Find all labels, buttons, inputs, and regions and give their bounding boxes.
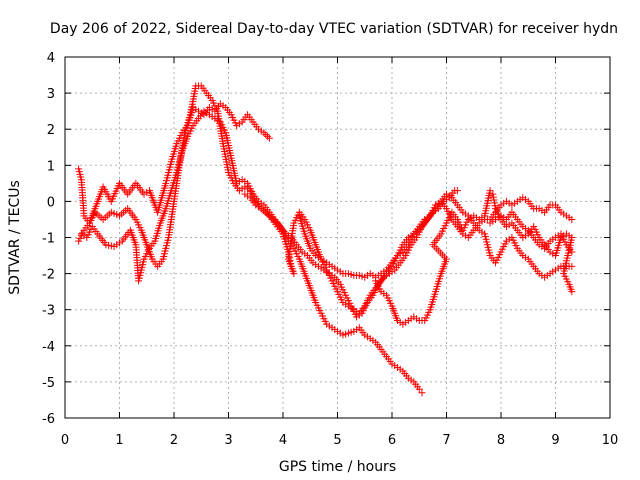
x-axis-label: GPS time / hours bbox=[279, 459, 396, 475]
x-tick-label: 0 bbox=[61, 433, 69, 448]
y-tick-label: 1 bbox=[47, 159, 55, 174]
x-tick-label: 8 bbox=[497, 433, 505, 448]
data-point-marker bbox=[418, 389, 426, 397]
data-point-marker bbox=[490, 199, 498, 207]
data-point-marker bbox=[568, 215, 576, 223]
data-point-marker bbox=[489, 193, 497, 201]
data-point-marker bbox=[489, 190, 497, 198]
axis-ticks: 0 1 2 3 4 5 6 7 8 9 10 -6 -5 -4 -3 -2 -1 0 1 2 3 4 bbox=[42, 51, 618, 448]
x-tick-label: 4 bbox=[279, 433, 287, 448]
x-tick-label: 9 bbox=[551, 433, 559, 448]
data-point-marker bbox=[264, 132, 272, 140]
series-track-6 bbox=[372, 187, 576, 328]
y-tick-label: 2 bbox=[47, 123, 55, 138]
y-tick-label: -3 bbox=[42, 304, 55, 319]
data-point-marker bbox=[262, 131, 270, 139]
y-tick-label: 4 bbox=[47, 51, 55, 66]
y-tick-label: -5 bbox=[42, 376, 55, 391]
data-point-marker bbox=[260, 129, 268, 137]
x-tick-label: 10 bbox=[602, 433, 619, 448]
y-tick-label: 0 bbox=[47, 195, 55, 210]
data-point-marker bbox=[453, 187, 461, 195]
data-point-marker bbox=[568, 262, 576, 270]
y-tick-label: -4 bbox=[42, 340, 55, 355]
data-point-marker bbox=[568, 288, 576, 296]
data-point-marker bbox=[265, 134, 273, 142]
data-point-marker bbox=[415, 385, 423, 393]
y-tick-label: -6 bbox=[42, 412, 55, 427]
series-track-4 bbox=[241, 190, 576, 317]
x-tick-label: 5 bbox=[333, 433, 341, 448]
y-tick-label: 3 bbox=[47, 87, 55, 102]
grid-lines bbox=[65, 57, 610, 418]
y-axis-label: SDTVAR / TECUs bbox=[7, 180, 23, 295]
data-series bbox=[75, 82, 576, 397]
chart-title: Day 206 of 2022, Sidereal Day-to-day VTE… bbox=[50, 21, 618, 37]
data-point-marker bbox=[490, 196, 498, 204]
x-tick-label: 2 bbox=[170, 433, 178, 448]
plot-frame bbox=[64, 56, 611, 419]
x-tick-label: 1 bbox=[115, 433, 123, 448]
series-track-7 bbox=[486, 208, 576, 256]
x-tick-label: 6 bbox=[388, 433, 396, 448]
data-point-marker bbox=[568, 248, 576, 256]
x-tick-label: 3 bbox=[224, 433, 232, 448]
data-point-marker bbox=[491, 202, 499, 210]
y-tick-label: -2 bbox=[42, 268, 55, 283]
x-tick-label: 7 bbox=[442, 433, 450, 448]
y-tick-label: -1 bbox=[42, 232, 55, 247]
data-point-marker bbox=[486, 187, 494, 195]
